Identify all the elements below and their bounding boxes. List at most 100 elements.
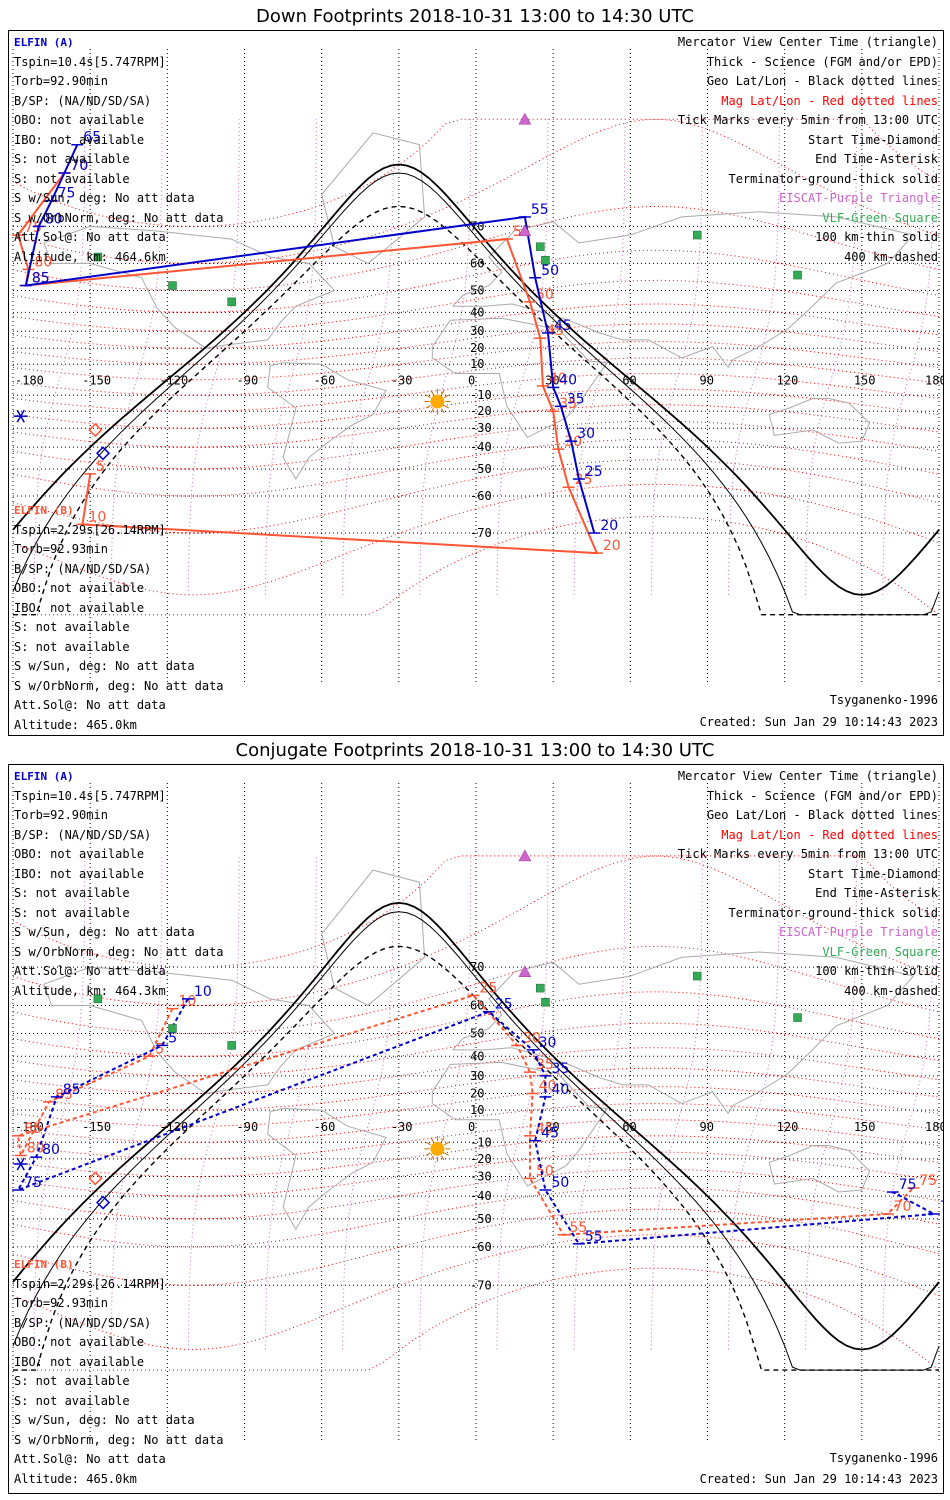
sun-ray [440, 1137, 445, 1143]
terminator-400km [13, 945, 939, 1371]
lon-tick-label: 90 [700, 374, 714, 388]
elfin-b-trace [16, 994, 915, 1236]
elfin-b-line: Tspin=2.29s[26.14RPM] [14, 1276, 166, 1291]
vlf-square-icon [541, 997, 550, 1007]
legend-entry: End Time-Asterisk [815, 886, 938, 900]
coastline [431, 317, 609, 439]
coastline [321, 132, 426, 264]
tick-label: 75 [919, 1173, 937, 1189]
sun-ray [425, 405, 431, 409]
elfin-b-line: S: not available [14, 639, 130, 654]
conjugate-footprints-map: -180-150-120-90-60-300306090120150180706… [12, 783, 943, 1443]
sun-ray [444, 1152, 449, 1156]
down-footprints-map: -180-150-120-90-60-300306090120150180706… [12, 49, 943, 685]
model-label: Tsyganenko-1996 [829, 693, 938, 707]
start-diamond-icon [88, 422, 103, 438]
tick-label: 40 [539, 1079, 557, 1095]
lat-tick-label: -10 [470, 388, 492, 402]
elfin-b-line: Torb=92.93min [14, 542, 108, 556]
mag-meridian [573, 119, 626, 595]
elfin-a-line: S w/Sun, deg: No att data [14, 925, 195, 939]
lon-tick-label: -90 [237, 1120, 259, 1134]
tick-label: 25 [495, 997, 513, 1013]
lon-tick-label: 90 [700, 1120, 714, 1134]
elfin-a-line: OBO: not available [14, 847, 145, 861]
terminator-line [12, 901, 940, 1351]
vlf-square-icon [227, 297, 236, 307]
lon-tick-label: -180 [15, 374, 44, 388]
tick-label: 40 [559, 372, 577, 388]
lon-tick-label: 150 [854, 374, 876, 388]
lat-tick-label: 50 [470, 283, 484, 297]
legend-entry: VLF-Green Square [822, 944, 938, 959]
legend-entry: End Time-Asterisk [815, 152, 938, 166]
elfin-b-line: IBO: not available [14, 600, 145, 615]
tick-label: 30 [539, 1035, 557, 1051]
legend-entry: Thick - Science (FGM and/or EPD) [706, 788, 938, 803]
tick-label: 25 [479, 980, 497, 996]
tick-label: 80 [34, 254, 52, 270]
elfin-b-line: S: not available [14, 1393, 130, 1408]
lat-tick-label: -70 [470, 526, 492, 540]
elfin-a-line: Tspin=10.4s[5.747RPM] [14, 54, 166, 69]
lat-tick-label: -30 [470, 1170, 492, 1184]
mag-meridian [650, 119, 703, 595]
legend-entry: Tick Marks every 5min from 13:00 UTC [677, 113, 938, 127]
created-timestamp: Created: Sun Jan 29 10:14:43 2023 [699, 715, 938, 729]
elfin-b-line: S w/Sun, deg: No att data [14, 659, 195, 673]
tick-label: 75 [24, 1175, 42, 1191]
tick-label: 50 [551, 1175, 569, 1191]
elfin-b-line: Altitude: 465.0km [14, 717, 137, 732]
elfin-b-line: Att.Sol@: No att data [14, 698, 166, 712]
panel-title-conjugate: Conjugate Footprints 2018-10-31 13:00 to… [235, 740, 715, 761]
tick-label: 5 [168, 1030, 177, 1046]
sun-ray [430, 1155, 434, 1161]
sun-ray [444, 394, 449, 398]
elfin-a-line: Torb=92.90min [14, 74, 108, 88]
tick-label: 80 [42, 1142, 60, 1158]
lon-tick-label: -150 [82, 374, 111, 388]
legend-entry: VLF-Green Square [822, 210, 938, 225]
elfin-a-line: Altitude, km: 464.3km [14, 983, 166, 998]
tick-label: 50 [541, 263, 559, 279]
elfin-a-line: S w/OrbNorm, deg: No att data [14, 944, 224, 959]
elfin-a-info: ELFIN (A) Tspin=10.4s[5.747RPM] Torb=92.… [14, 767, 224, 1001]
lon-tick-label: 0 [468, 374, 475, 388]
elfin-a-line: S: not available [14, 171, 130, 186]
sun-ray [430, 390, 434, 395]
mag-meridian [882, 855, 935, 1350]
lat-tick-label: 70 [470, 960, 484, 974]
elfin-a-trace [15, 998, 938, 1245]
elfin-a-line: IBO: not available [14, 866, 145, 881]
elfin-a-line: Att.Sol@: No att data [14, 230, 166, 244]
elfin-a-line: B/SP: (NA/ND/SD/SA) [14, 827, 152, 842]
elfin-a-line: S: not available [14, 886, 130, 900]
legend-entry: Geo Lat/Lon - Black dotted lines [706, 74, 938, 88]
vlf-square-icon [692, 971, 702, 981]
vlf-square-icon [168, 281, 177, 290]
lat-tick-label: -50 [470, 1212, 492, 1226]
tick-label: 55 [585, 1229, 603, 1245]
lat-tick-label: 10 [470, 357, 484, 371]
coastline [768, 1145, 871, 1193]
mag-parallel [12, 118, 940, 264]
mag-meridian [419, 119, 472, 595]
tick-label: 75 [58, 186, 76, 202]
elfin-b-line: B/SP: (NA/ND/SD/SA) [14, 1315, 152, 1330]
mag-meridian [187, 855, 240, 1350]
sun-ray [425, 1152, 431, 1156]
tick-label: 45 [546, 323, 564, 339]
start-diamond-icon [95, 446, 111, 461]
elfin-a-info: ELFIN (A) Tspin=10.4s[5.747RPM] Torb=92.… [14, 33, 224, 267]
vlf-square-icon [793, 1013, 802, 1022]
elfin-b-line: OBO: not available [14, 1335, 145, 1349]
legend-entry: Mag Lat/Lon - Red dotted lines [721, 827, 938, 842]
mag-parallel [12, 1103, 940, 1143]
mag-parallel [12, 205, 940, 291]
lat-tick-label: 60 [470, 998, 484, 1012]
elfin-b-line: S w/OrbNorm, deg: No att data [14, 1432, 224, 1447]
mag-parallel [13, 515, 940, 616]
tick-label: 70 [70, 158, 88, 174]
elfin-a-label: ELFIN (A) [14, 36, 74, 49]
map-legend: Mercator View Center Time (triangle) Thi… [678, 767, 938, 1001]
